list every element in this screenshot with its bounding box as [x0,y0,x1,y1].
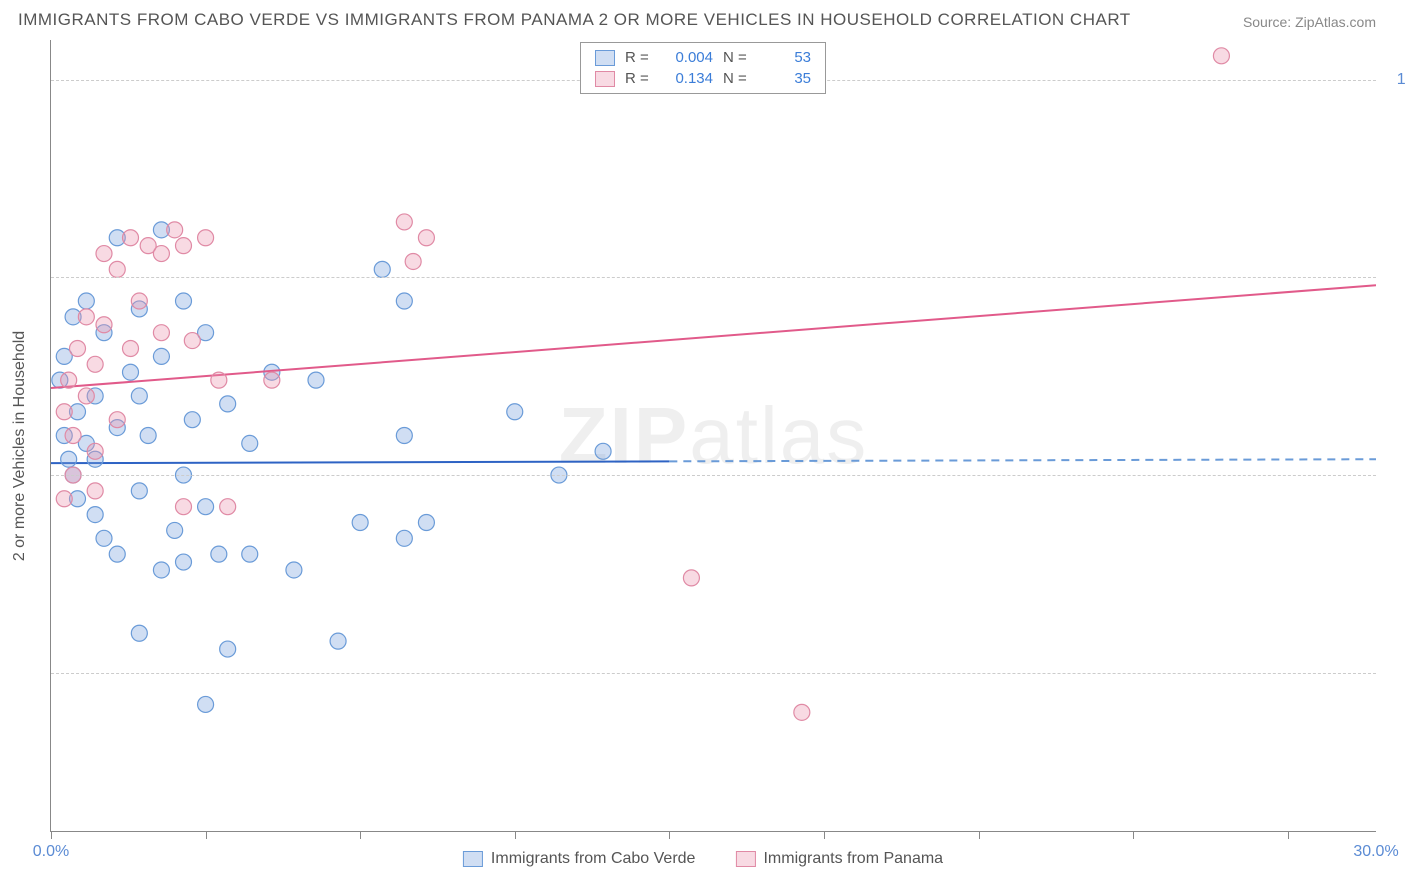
swatch-series-0 [595,50,615,66]
swatch-bottom-1 [735,851,755,867]
r-label: R = [625,70,653,87]
x-tick-label: 0.0% [33,843,69,861]
x-tick-label: 30.0% [1353,843,1398,861]
scatter-svg [51,40,1376,831]
x-tick [206,831,207,839]
n-label: N = [723,49,751,66]
n-value-1: 35 [761,70,811,87]
n-label: N = [723,70,751,87]
legend-label-1: Immigrants from Panama [763,850,943,868]
x-tick [360,831,361,839]
swatch-series-1 [595,71,615,87]
x-tick [979,831,980,839]
y-tick-label: 100.0% [1397,71,1406,89]
x-tick [51,831,52,839]
chart-title: IMMIGRANTS FROM CABO VERDE VS IMMIGRANTS… [18,10,1131,30]
gridline-h [51,277,1376,278]
legend-label-0: Immigrants from Cabo Verde [491,850,696,868]
x-tick [515,831,516,839]
plot-area: ZIPatlas 25.0%50.0%75.0%100.0%0.0%30.0% [50,40,1376,832]
correlation-legend: R = 0.004 N = 53 R = 0.134 N = 35 [580,42,826,94]
gridline-h [51,673,1376,674]
x-tick [669,831,670,839]
r-value-0: 0.004 [663,49,713,66]
y-axis-title: 2 or more Vehicles in Household [11,331,29,561]
swatch-bottom-0 [463,851,483,867]
x-tick [1133,831,1134,839]
n-value-0: 53 [761,49,811,66]
source-attribution: Source: ZipAtlas.com [1243,14,1376,30]
r-label: R = [625,49,653,66]
legend-row-series-0: R = 0.004 N = 53 [595,47,811,68]
legend-item-0: Immigrants from Cabo Verde [463,850,696,868]
legend-item-1: Immigrants from Panama [735,850,943,868]
gridline-h [51,475,1376,476]
x-tick [1288,831,1289,839]
x-tick [824,831,825,839]
r-value-1: 0.134 [663,70,713,87]
series-legend: Immigrants from Cabo Verde Immigrants fr… [463,850,943,868]
legend-row-series-1: R = 0.134 N = 35 [595,68,811,89]
